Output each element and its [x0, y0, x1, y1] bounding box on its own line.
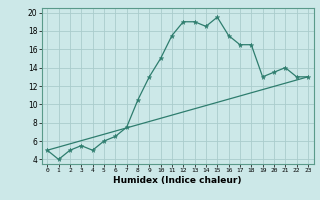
- X-axis label: Humidex (Indice chaleur): Humidex (Indice chaleur): [113, 176, 242, 185]
